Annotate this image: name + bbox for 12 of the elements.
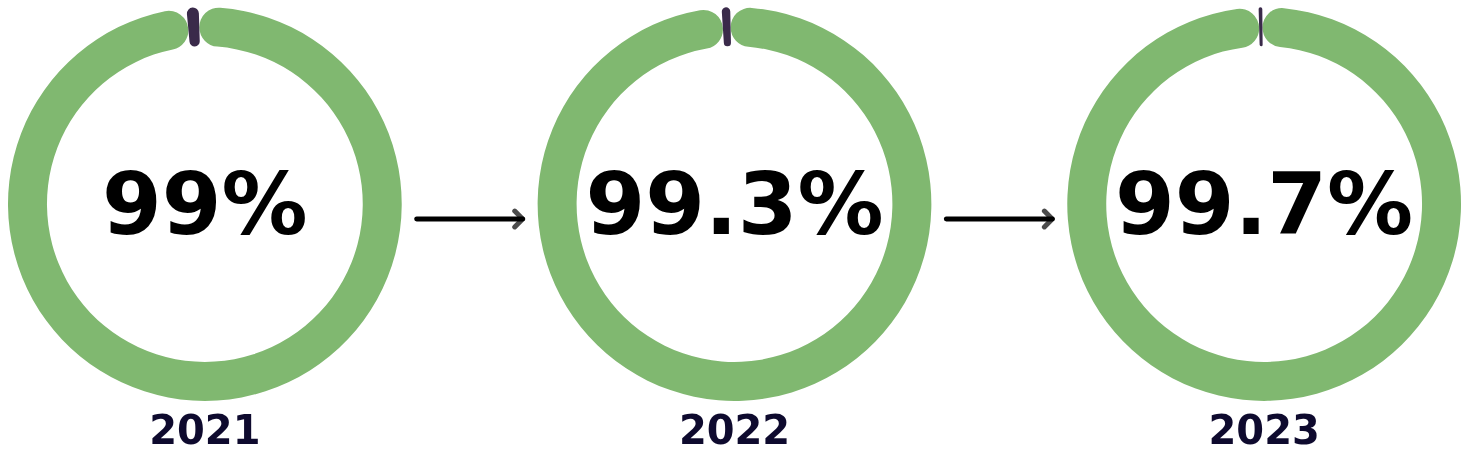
donut-slice <box>1067 8 1461 401</box>
donut-slice <box>1258 7 1263 47</box>
text: 2021 <box>149 406 261 453</box>
text: 2023 <box>1208 406 1320 453</box>
donut-slice <box>186 7 200 47</box>
donut-slice <box>721 7 731 47</box>
text: 2022 <box>678 406 791 453</box>
donut-slice <box>8 7 402 401</box>
data-label: 99.3% <box>585 153 884 254</box>
donut-slice <box>537 7 932 401</box>
data-label: 99% <box>102 153 308 254</box>
data-label: 99.7% <box>1115 153 1414 254</box>
